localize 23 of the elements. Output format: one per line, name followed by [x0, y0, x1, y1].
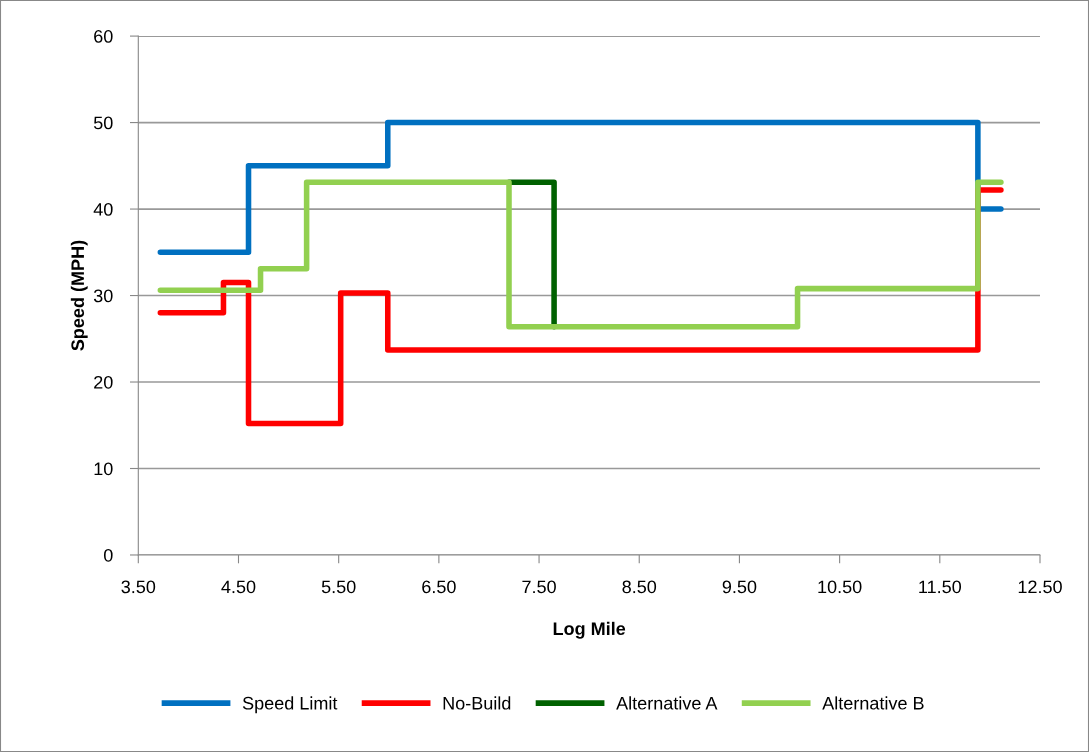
x-tick-label: 12.50 — [1018, 580, 1062, 594]
x-tick-label: 7.50 — [522, 580, 556, 594]
legend-label: Alternative A — [616, 696, 718, 710]
x-tick-label: 5.50 — [321, 580, 356, 594]
y-tick-label: 10 — [94, 462, 113, 476]
x-tick-label: 4.50 — [221, 580, 256, 594]
y-tick-label: 40 — [93, 202, 113, 216]
x-tick-label: 11.50 — [919, 580, 962, 594]
y-axis-title: Speed (MPH) — [70, 240, 88, 351]
x-tick-label: 6.50 — [422, 580, 456, 594]
y-tick-label: 60 — [94, 30, 113, 43]
x-tick-label: 9.50 — [722, 580, 757, 594]
legend-label: No-Build — [443, 696, 511, 710]
x-tick-label: 8.50 — [622, 580, 657, 594]
x-tick-label: 10.50 — [818, 580, 862, 594]
y-tick-label: 20 — [94, 375, 113, 389]
x-tick-label: 3.50 — [121, 580, 156, 594]
y-tick-label: 30 — [93, 289, 113, 303]
legend-label: Alternative B — [822, 696, 924, 710]
legend-label: Speed Limit — [242, 696, 338, 714]
x-axis-title: Log Mile — [553, 621, 626, 639]
y-tick-label: 50 — [93, 116, 113, 130]
y-tick-label: 0 — [103, 548, 113, 562]
